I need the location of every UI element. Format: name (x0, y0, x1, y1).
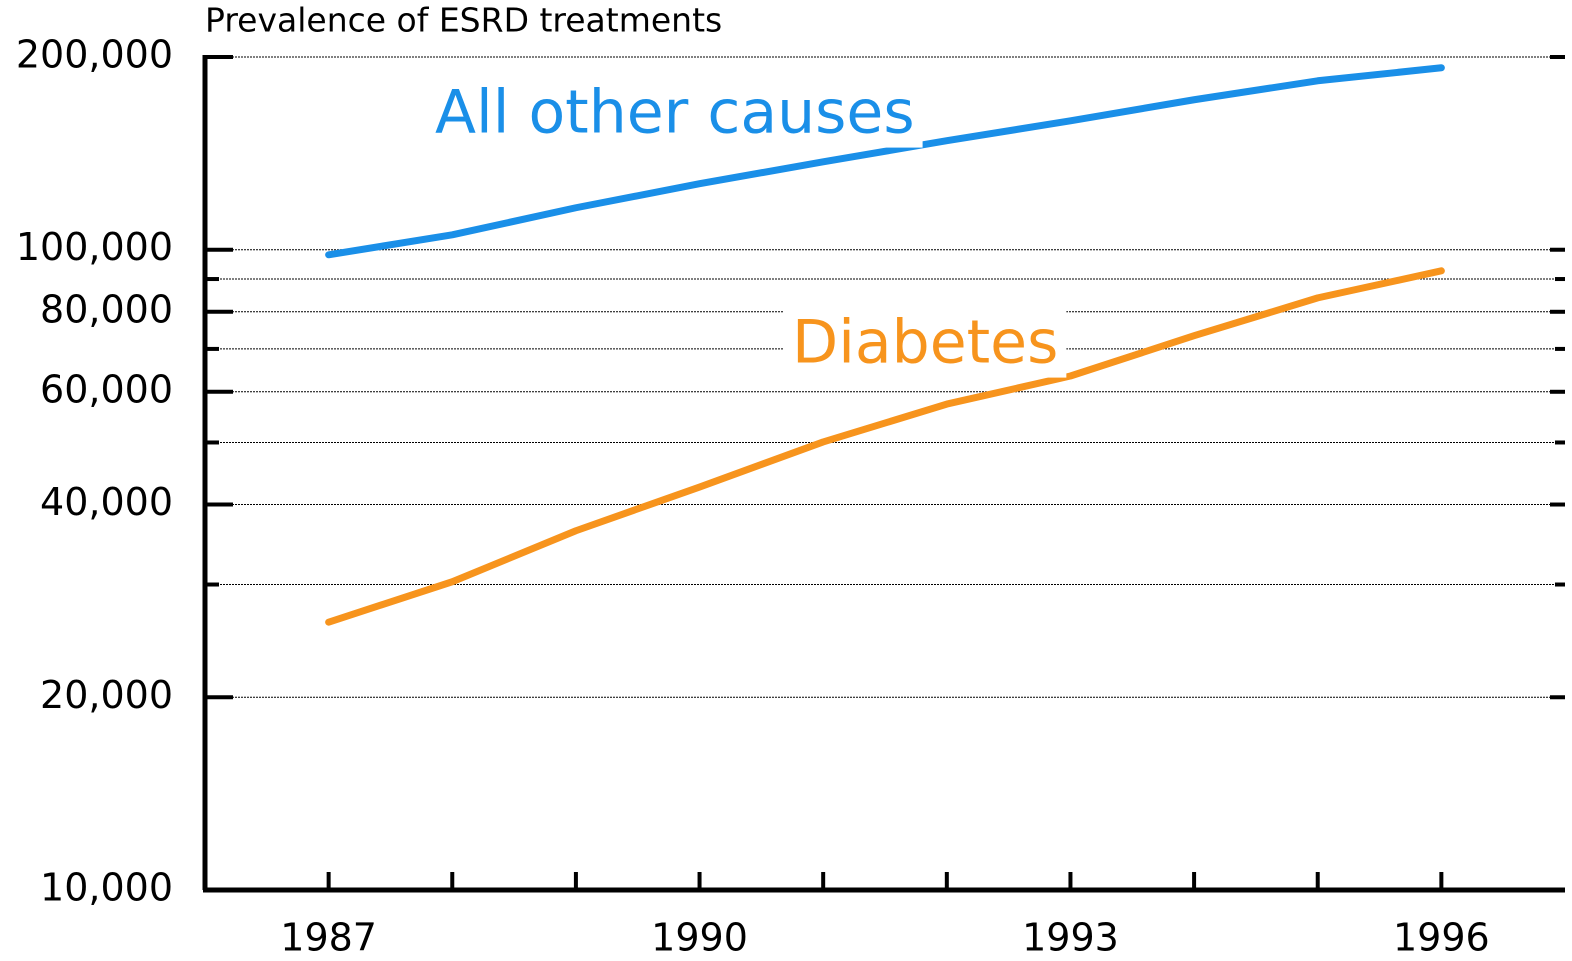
x-tick-label: 1993 (1022, 916, 1119, 960)
series-label: Diabetes (792, 308, 1058, 378)
y-tick-label: 200,000 (16, 33, 173, 77)
series-line (325, 267, 1445, 626)
label-background (784, 307, 1067, 378)
chart-title: Prevalence of ESRD treatments (205, 1, 722, 40)
label-background (427, 77, 923, 148)
y-tick-label: 40,000 (40, 480, 173, 524)
series-line (325, 64, 1445, 259)
x-tick-label: 1996 (1393, 916, 1490, 960)
y-tick-label: 20,000 (40, 673, 173, 717)
y-tick-label: 80,000 (40, 287, 173, 331)
series-label: All other causes (435, 78, 915, 148)
x-tick-label: 1987 (280, 916, 377, 960)
y-tick-label: 100,000 (16, 225, 173, 269)
x-tick-label: 1990 (651, 916, 748, 960)
y-tick-label: 10,000 (40, 866, 173, 910)
y-tick-label: 60,000 (40, 367, 173, 411)
